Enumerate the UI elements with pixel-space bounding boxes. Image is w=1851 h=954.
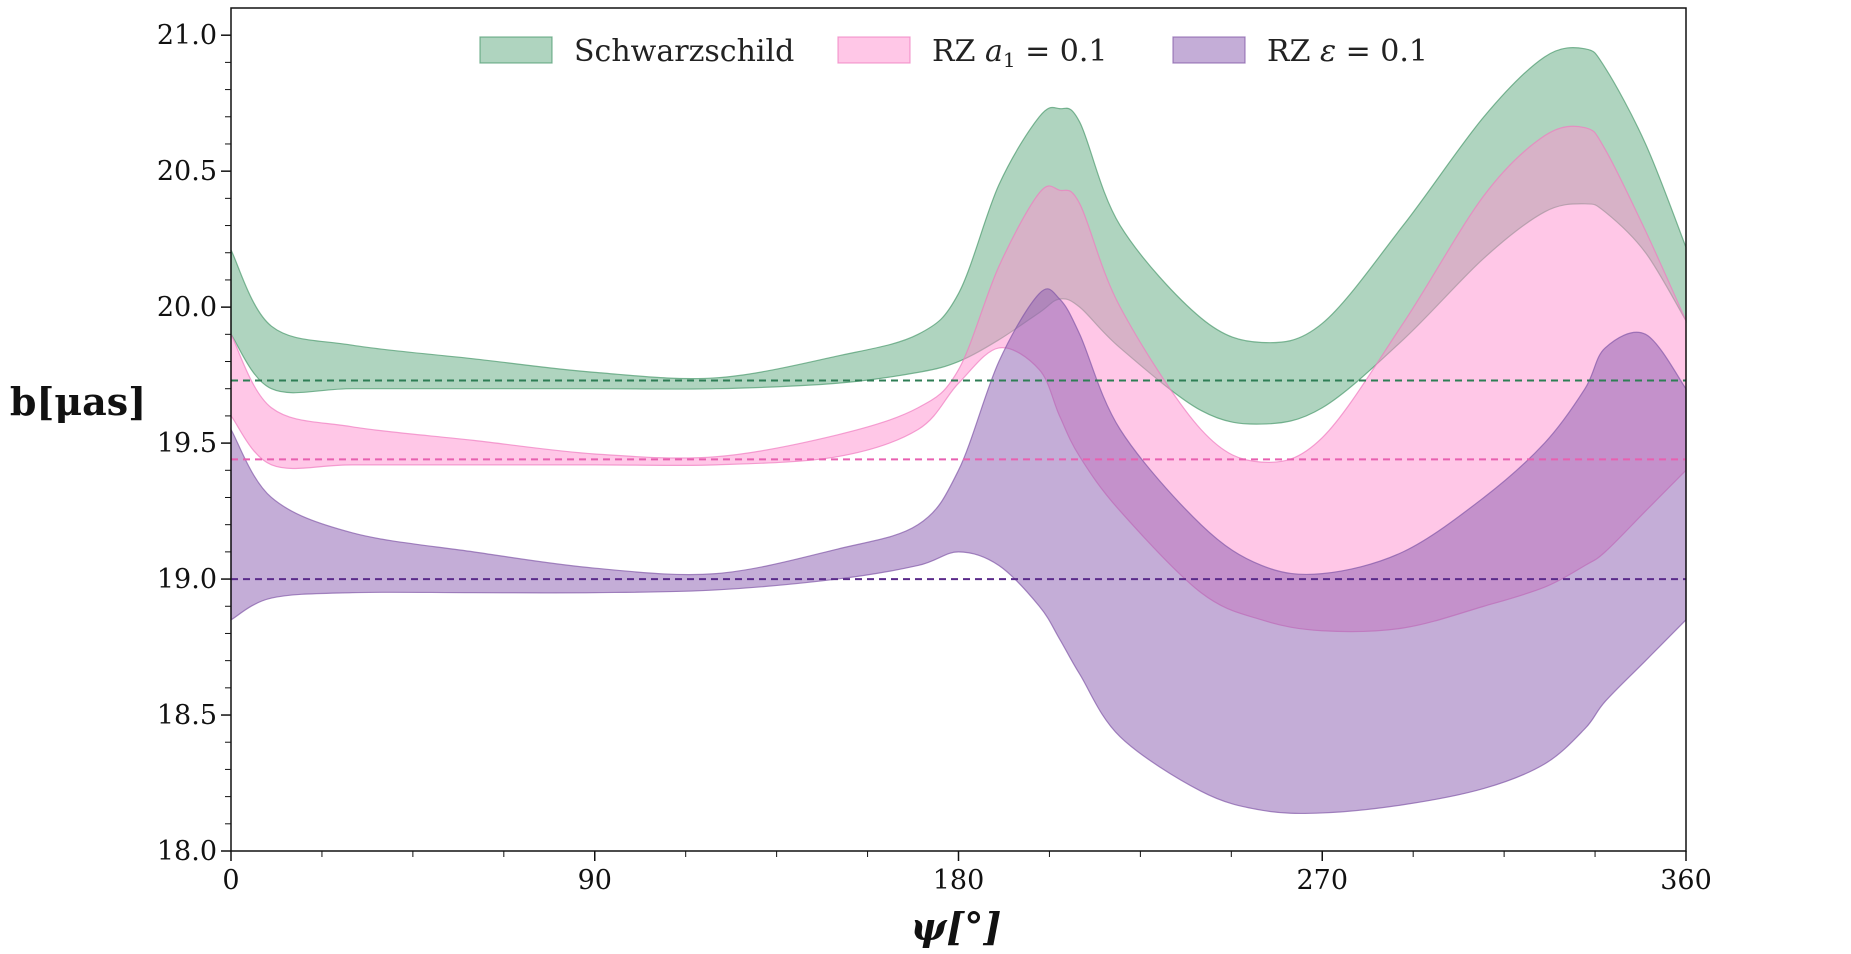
y-tick-label: 18.0 <box>157 836 217 867</box>
y-tick-label: 20.0 <box>157 292 217 323</box>
x-tick-label: 270 <box>1296 865 1348 896</box>
reference-lines <box>231 379 1686 581</box>
x-tick-label: 90 <box>578 865 612 896</box>
y-tick-label: 21.0 <box>157 20 217 51</box>
x-axis-label-text: ψ[°] <box>911 904 1002 949</box>
band-layer <box>230 46 1687 815</box>
y-tick-label: 19.5 <box>157 428 217 459</box>
y-tick-label: 20.5 <box>157 156 217 187</box>
x-axis: 0 90 180 270 360 <box>222 851 1712 896</box>
y-axis: 18.0 18.5 19.0 19.5 20.0 20.5 21.0 <box>157 20 231 867</box>
band-3-rz-0-1 <box>230 288 1687 815</box>
band-2-rz-a1-0-1 <box>230 125 1687 633</box>
y-tick-label: 19.0 <box>157 564 217 595</box>
legend-swatch-1 <box>479 36 553 64</box>
legend-label-1: Schwarzschild <box>574 34 794 69</box>
legend-label-3: RZ ε = 0.1 <box>1267 34 1428 69</box>
y-tick-label: 18.5 <box>157 700 217 731</box>
x-axis-label: ψ[°] <box>911 904 1002 949</box>
y-axis-label: b[μas] <box>10 379 146 424</box>
band-1-schwarzschild <box>230 46 1687 425</box>
x-tick-label: 180 <box>933 865 985 896</box>
x-tick-label: 0 <box>222 865 239 896</box>
legend-swatch-2 <box>837 36 911 64</box>
legend-label-2: RZ a1 = 0.1 <box>932 34 1108 72</box>
legend-swatch-3 <box>1172 36 1246 64</box>
legend: Schwarzschild RZ a1 = 0.1 RZ ε = 0.1 <box>479 34 1428 72</box>
x-tick-label: 360 <box>1660 865 1712 896</box>
